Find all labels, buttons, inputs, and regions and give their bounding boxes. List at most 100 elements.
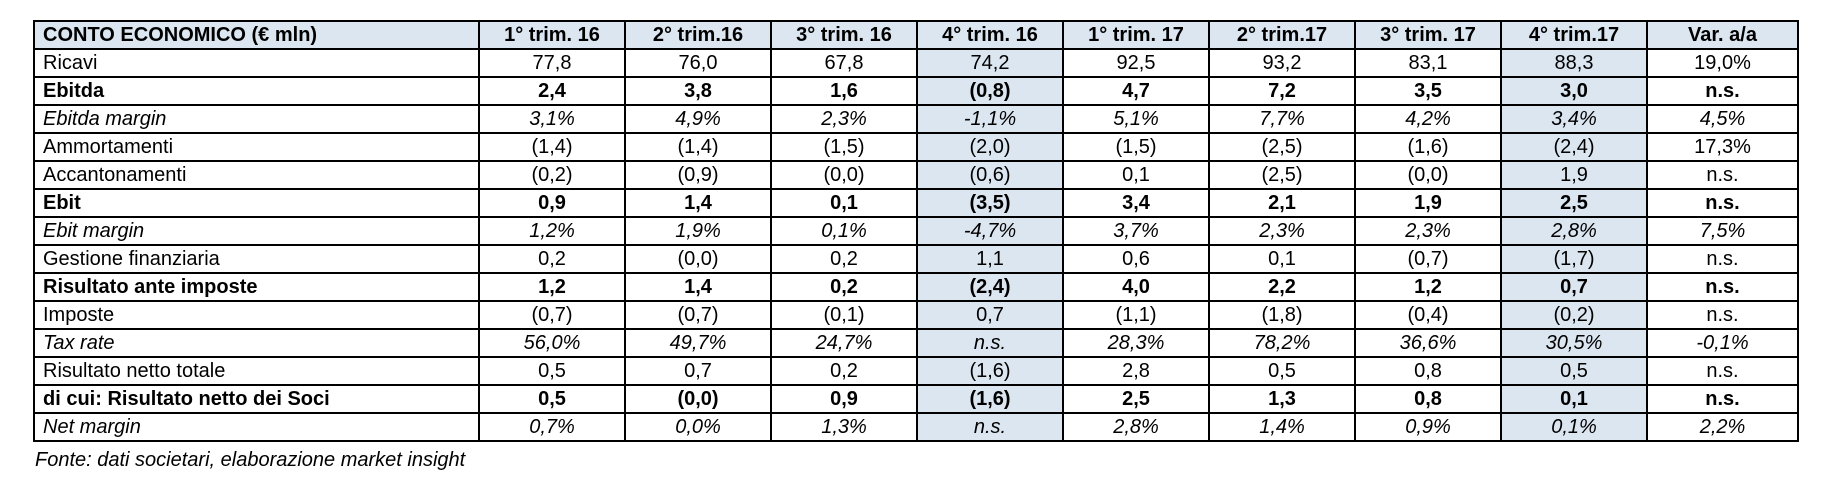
cell-value: (2,4) — [1500, 132, 1648, 162]
cell-value: 7,7% — [1208, 104, 1356, 134]
row-label: di cui: Risultato netto dei Soci — [33, 384, 480, 414]
cell-value: 56,0% — [478, 328, 626, 358]
column-header-6: 2° trim.17 — [1208, 20, 1356, 50]
cell-value: 3,5 — [1354, 76, 1502, 106]
cell-value: 0,7 — [916, 300, 1064, 330]
cell-value: 1,4 — [624, 188, 772, 218]
cell-value: 19,0% — [1646, 48, 1799, 78]
table-row: Ammortamenti (1,4) (1,4) (1,5) (2,0) (1,5) (2,… — [33, 132, 1799, 162]
cell-value: n.s. — [1646, 76, 1799, 106]
cell-value: 0,5 — [1208, 356, 1356, 386]
cell-value: -4,7% — [916, 216, 1064, 246]
row-label: Ebit — [33, 188, 480, 218]
cell-value: 2,2% — [1646, 412, 1799, 442]
cell-value: n.s. — [1646, 384, 1799, 414]
table-row: Tax rate 56,0% 49,7% 24,7% n.s. 28,3% 78,2% 36,… — [33, 328, 1799, 358]
cell-value: n.s. — [1646, 160, 1799, 190]
cell-value: (0,0) — [624, 384, 772, 414]
cell-value: 0,7 — [1500, 272, 1648, 302]
cell-value: (1,4) — [478, 132, 626, 162]
cell-value: 0,5 — [1500, 356, 1648, 386]
cell-value: 83,1 — [1354, 48, 1502, 78]
cell-value: (2,0) — [916, 132, 1064, 162]
cell-value: 92,5 — [1062, 48, 1210, 78]
cell-value: 3,1% — [478, 104, 626, 134]
cell-value: (0,8) — [916, 76, 1064, 106]
cell-value: 1,9 — [1500, 160, 1648, 190]
cell-value: n.s. — [1646, 188, 1799, 218]
cell-value: 67,8 — [770, 48, 918, 78]
table-row: di cui: Risultato netto dei Soci 0,5 (0,0)… — [33, 384, 1799, 414]
cell-value: (0,0) — [1354, 160, 1502, 190]
table-row: Gestione finanziaria 0,2 (0,0) 0,2 1,1 0,6 0,1… — [33, 244, 1799, 274]
column-header-1: 1° trim. 16 — [478, 20, 626, 50]
column-header-5: 1° trim. 17 — [1062, 20, 1210, 50]
cell-value: (1,5) — [1062, 132, 1210, 162]
cell-value: (0,7) — [1354, 244, 1502, 274]
cell-value: 74,2 — [916, 48, 1064, 78]
cell-value: (2,5) — [1208, 160, 1356, 190]
source-note: Fonte: dati societari, elaborazione mark… — [35, 449, 466, 471]
cell-value: 1,4% — [1208, 412, 1356, 442]
cell-value: 4,2% — [1354, 104, 1502, 134]
table-row: Ricavi 77,8 76,0 67,8 74,2 92,5 93,2 83,1 88,3 19… — [33, 48, 1799, 78]
table-row: Imposte (0,7) (0,7) (0,1) 0,7 (1,1) (1,8) (0,4)… — [33, 300, 1799, 330]
column-header-8: 4° trim.17 — [1500, 20, 1648, 50]
cell-value: 1,4 — [624, 272, 772, 302]
cell-value: 0,5 — [478, 384, 626, 414]
table-row: Risultato netto totale 0,5 0,7 0,2 (1,6) 2,8 0… — [33, 356, 1799, 386]
cell-value: 2,8 — [1062, 356, 1210, 386]
table-row: Accantonamenti (0,2) (0,9) (0,0) (0,6) 0,1 (2,… — [33, 160, 1799, 190]
cell-value: 0,8 — [1354, 384, 1502, 414]
cell-value: 7,5% — [1646, 216, 1799, 246]
cell-value: 0,9 — [770, 384, 918, 414]
cell-value: 24,7% — [770, 328, 918, 358]
cell-value: 0,2 — [770, 356, 918, 386]
cell-value: 1,6 — [770, 76, 918, 106]
cell-value: n.s. — [1646, 300, 1799, 330]
column-header-3: 3° trim. 16 — [770, 20, 918, 50]
cell-value: 2,2 — [1208, 272, 1356, 302]
cell-value: 93,2 — [1208, 48, 1356, 78]
cell-value: (1,5) — [770, 132, 918, 162]
row-label: Ammortamenti — [33, 132, 480, 162]
cell-value: 0,1% — [770, 216, 918, 246]
cell-value: 76,0 — [624, 48, 772, 78]
cell-value: 0,8 — [1354, 356, 1502, 386]
cell-value: 0,1 — [770, 188, 918, 218]
cell-value: 2,3% — [1354, 216, 1502, 246]
cell-value: 3,4 — [1062, 188, 1210, 218]
row-label: Net margin — [33, 412, 480, 442]
cell-value: 7,2 — [1208, 76, 1356, 106]
income-statement-table: CONTO ECONOMICO (€ mln) 1° trim. 16 2° tr… — [33, 20, 1799, 442]
table-header-row: CONTO ECONOMICO (€ mln) 1° trim. 16 2° tr… — [33, 20, 1799, 50]
cell-value: 0,7 — [624, 356, 772, 386]
cell-value: 0,1 — [1062, 160, 1210, 190]
cell-value: 0,2 — [770, 244, 918, 274]
cell-value: 5,1% — [1062, 104, 1210, 134]
cell-value: 3,4% — [1500, 104, 1648, 134]
cell-value: 0,1 — [1208, 244, 1356, 274]
cell-value: (1,6) — [916, 356, 1064, 386]
cell-value: 4,7 — [1062, 76, 1210, 106]
cell-value: 28,3% — [1062, 328, 1210, 358]
cell-value: 0,1 — [1500, 384, 1648, 414]
cell-value: 0,9 — [478, 188, 626, 218]
row-label: Risultato netto totale — [33, 356, 480, 386]
cell-value: 2,3% — [1208, 216, 1356, 246]
cell-value: 88,3 — [1500, 48, 1648, 78]
cell-value: 30,5% — [1500, 328, 1648, 358]
cell-value: 1,2 — [1354, 272, 1502, 302]
column-header-4: 4° trim. 16 — [916, 20, 1064, 50]
cell-value: 1,2% — [478, 216, 626, 246]
cell-value: 1,1 — [916, 244, 1064, 274]
cell-value: n.s. — [1646, 356, 1799, 386]
table-row: Ebitda 2,4 3,8 1,6 (0,8) 4,7 7,2 3,5 3,0 n.s. — [33, 76, 1799, 106]
cell-value: 36,6% — [1354, 328, 1502, 358]
row-label: Imposte — [33, 300, 480, 330]
cell-value: 0,6 — [1062, 244, 1210, 274]
income-statement: CONTO ECONOMICO (€ mln) 1° trim. 16 2° tr… — [33, 20, 1799, 472]
cell-value: 0,9% — [1354, 412, 1502, 442]
column-header-9: Var. a/a — [1646, 20, 1799, 50]
cell-value: 0,1% — [1500, 412, 1648, 442]
